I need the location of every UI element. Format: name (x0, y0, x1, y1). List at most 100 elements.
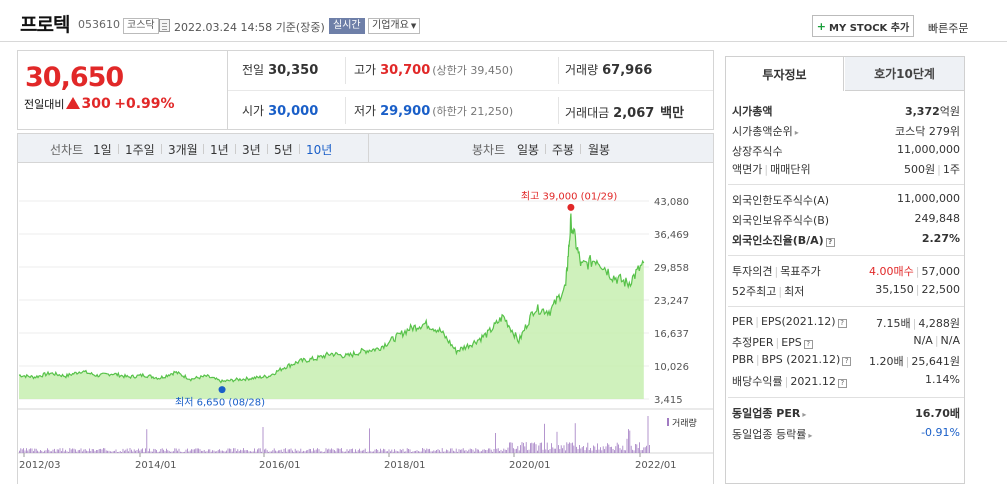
info-row-par-value: 액면가 | 매매단위 500원 | 1주 (732, 161, 960, 180)
sector-per-label[interactable]: 동일업종 PER ▸ (732, 407, 807, 420)
volume-bar (206, 451, 208, 453)
per-eps-label[interactable]: PER | EPS(2021.12)? (732, 315, 847, 328)
period-1y[interactable]: 1년 (210, 143, 229, 157)
volume-bar (647, 416, 649, 453)
par-value-label: 액면가 | 매매단위 (732, 163, 811, 176)
separator: | (784, 375, 789, 388)
volume-bar (636, 444, 638, 453)
volume-bar (280, 449, 282, 453)
help-icon[interactable]: ? (825, 238, 835, 247)
help-icon[interactable]: ? (837, 379, 847, 388)
volume-bar (318, 449, 320, 453)
volume-bar (208, 449, 209, 453)
volume-bar (115, 449, 117, 453)
prev-close: 전일 30,350 (242, 61, 318, 78)
foreign-ratio-label[interactable]: 외국인소진율(B/A)? (732, 232, 835, 248)
period-3y[interactable]: 3년 (242, 143, 261, 157)
volume-bar (342, 451, 344, 453)
period-1w[interactable]: 1주일 (125, 143, 155, 157)
volume-bar (349, 449, 351, 453)
volume-bar (114, 450, 115, 453)
volume-bar (145, 448, 146, 453)
volume-bar (406, 448, 408, 453)
pbr-bps-label[interactable]: PBR | BPS (2021.12)? (732, 353, 852, 366)
volume-bar (579, 445, 580, 453)
chevron-down-icon: ▼ (410, 22, 417, 30)
volume-bar (181, 451, 183, 453)
volume-bar (594, 446, 596, 453)
help-icon[interactable]: ? (837, 319, 847, 328)
quick-order-link[interactable]: 빠른주문 (928, 22, 969, 35)
period-3m[interactable]: 3개월 (168, 143, 198, 157)
sector-change-label[interactable]: 동일업종 등락률 ▸ (732, 428, 813, 441)
volume-bar (411, 452, 412, 453)
est-per-eps-label[interactable]: 추정PER | EPS? (732, 334, 813, 350)
info-row-listed-shares: 상장주식수 11,000,000 (732, 143, 960, 162)
volume-bar (157, 451, 159, 453)
volume-bar (324, 451, 325, 453)
dividend-yield-label[interactable]: 배당수익률 | 2021.12? (732, 373, 847, 389)
volume-bar (105, 450, 107, 453)
volume-bar (184, 451, 185, 453)
trade-amount-label: 거래대금 (565, 106, 610, 120)
document-icon[interactable] (159, 19, 170, 32)
volume-bar (363, 449, 365, 453)
prev-close-value: 30,350 (268, 63, 319, 78)
volume-bar (30, 448, 31, 453)
company-overview-dropdown[interactable]: 기업개요 ▼ (368, 18, 421, 34)
period-1d[interactable]: 1일 (93, 143, 112, 157)
volume-bar (90, 451, 92, 453)
candle-daily[interactable]: 일봉 (517, 143, 540, 157)
price-chart[interactable]: 43,080 36,469 29,858 23,247 16,637 10,026 3,41… (17, 163, 714, 484)
volume-bar (33, 451, 34, 453)
market-cap-rank-label[interactable]: 시가총액순위 ▸ (732, 125, 799, 138)
volume-bar (182, 452, 184, 453)
volume-bar (292, 450, 293, 453)
volume-bar (502, 451, 503, 453)
volume-bar (321, 451, 323, 453)
volume-bar (315, 449, 317, 453)
volume-bar (142, 448, 143, 453)
separator: | (912, 317, 917, 330)
candle-weekly[interactable]: 주봉 (552, 143, 575, 157)
period-5y[interactable]: 5년 (274, 143, 293, 157)
tab-investment-info[interactable]: 투자정보 (726, 57, 844, 91)
volume-bar (640, 450, 642, 453)
volume-bar (287, 449, 289, 453)
help-icon[interactable]: ? (842, 357, 852, 366)
panel-divider (728, 397, 964, 398)
volume-bar (160, 449, 162, 453)
volume-bar (297, 450, 299, 453)
y-tick-label: 23,247 (654, 296, 689, 307)
volume-bar (47, 448, 48, 453)
price-line (18, 213, 645, 384)
volume-bar (530, 443, 531, 453)
volume-bar (380, 448, 381, 453)
info-row-foreign-ratio: 외국인소진율(B/A)? 2.27% (732, 232, 960, 251)
volume-bar (227, 448, 229, 453)
help-icon[interactable]: ? (803, 340, 813, 349)
volume-bar (209, 449, 211, 453)
volume-bar (156, 450, 157, 453)
candle-monthly[interactable]: 월봉 (588, 143, 611, 157)
high-price-label: 고가 (354, 63, 377, 77)
volume-bar (597, 443, 598, 453)
volume-bar (538, 445, 540, 453)
volume-bar (399, 449, 401, 453)
candle-chart-label: 봉차트 (472, 143, 506, 157)
volume-bar (27, 450, 29, 453)
volume-bar (447, 450, 449, 453)
volume-bar (104, 448, 106, 453)
period-10y[interactable]: 10년 (306, 143, 333, 157)
volume-bar (268, 451, 269, 453)
open-price-label: 시가 (242, 104, 265, 118)
volume-bar (562, 448, 563, 453)
tab-order-book[interactable]: 호가10단계 (845, 57, 964, 91)
volume-bar (439, 450, 440, 453)
volume-bar (573, 445, 575, 453)
y-tick-label: 16,637 (654, 329, 689, 340)
low-price-label: 저가 (354, 104, 377, 118)
volume-bar (79, 449, 80, 453)
volume-bar (153, 448, 155, 453)
my-stock-add-button[interactable]: + MY STOCK 추가 (812, 15, 914, 37)
